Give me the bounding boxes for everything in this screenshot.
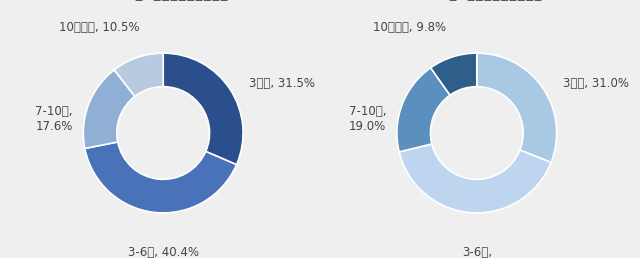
Wedge shape <box>431 53 477 95</box>
Text: 7-10年,
17.6%: 7-10年, 17.6% <box>35 104 73 133</box>
Text: 10年以上, 9.8%: 10年以上, 9.8% <box>373 21 446 34</box>
Wedge shape <box>85 142 237 213</box>
Wedge shape <box>399 144 551 213</box>
Text: 3-6年, 40.4%: 3-6年, 40.4% <box>128 246 198 258</box>
Text: 10年以上, 10.5%: 10年以上, 10.5% <box>60 21 140 34</box>
Wedge shape <box>114 53 163 96</box>
Wedge shape <box>397 68 450 152</box>
Text: 3年内, 31.5%: 3年内, 31.5% <box>250 77 316 90</box>
Wedge shape <box>477 53 557 162</box>
Text: 3年内, 31.0%: 3年内, 31.0% <box>563 77 629 90</box>
Text: 3-6年,: 3-6年, <box>462 246 492 258</box>
Wedge shape <box>83 70 135 148</box>
Wedge shape <box>163 53 243 165</box>
Text: 7-10年,
19.0%: 7-10年, 19.0% <box>349 104 387 133</box>
